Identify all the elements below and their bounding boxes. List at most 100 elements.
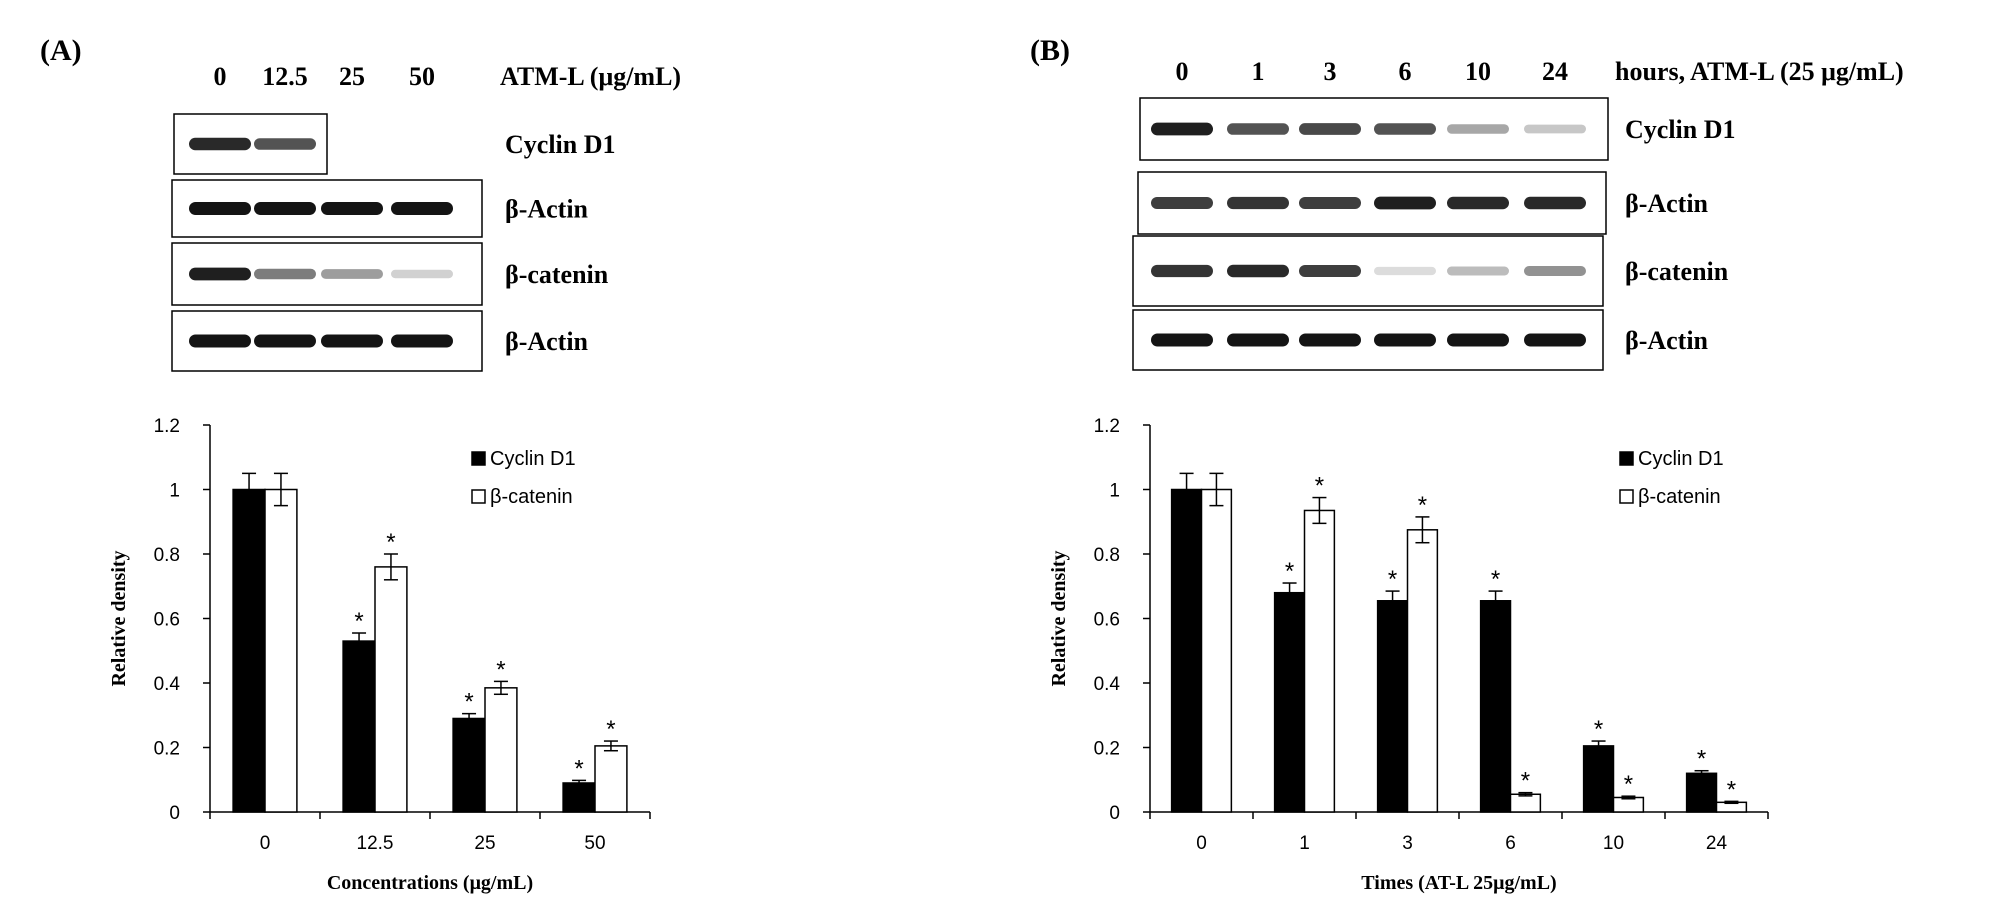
- blot-band: [254, 202, 316, 215]
- blot-row-label: Cyclin D1: [505, 130, 616, 159]
- blot-band: [1374, 266, 1436, 276]
- bar-cyclin-d1: [232, 488, 266, 813]
- panel-label: (B): [1030, 34, 1070, 67]
- x-tick-label: 24: [1706, 833, 1728, 854]
- blot-band: [1447, 124, 1509, 134]
- blot-band: [1524, 266, 1586, 276]
- bar-beta-catenin: [594, 745, 628, 813]
- lane-label: 3: [1324, 57, 1337, 86]
- blot-band: [1374, 333, 1436, 347]
- y-tick-label: 0: [169, 803, 180, 824]
- blot-band: [321, 334, 383, 348]
- blot-band: [1299, 197, 1361, 209]
- blot-band: [391, 202, 453, 215]
- blot-band: [391, 334, 453, 348]
- blot-band: [1524, 196, 1586, 210]
- legend-label: β-catenin: [490, 486, 573, 508]
- significance-marker: *: [354, 608, 363, 635]
- blot-row-label: β-Actin: [505, 195, 589, 224]
- lane-label: 12.5: [262, 62, 308, 91]
- blot-band: [1524, 124, 1586, 134]
- panel-a: (A) 0 12.5 25 50 ATM-L (μg/mL) Cyclin D1 β-Acti…: [40, 34, 681, 894]
- x-tick-label: 3: [1402, 833, 1413, 854]
- bar-beta-catenin: [484, 687, 518, 813]
- significance-marker: *: [1624, 771, 1633, 798]
- significance-marker: *: [1594, 716, 1603, 743]
- blot-band: [321, 269, 383, 279]
- y-axis-title: Relative density: [108, 550, 130, 686]
- blot-band: [1524, 333, 1586, 347]
- y-tick-label: 1.2: [1094, 416, 1120, 437]
- bar-cyclin-d1: [562, 782, 596, 813]
- y-tick-label: 0.4: [1094, 674, 1121, 695]
- y-tick-label: 0.8: [1094, 545, 1120, 566]
- significance-marker: *: [574, 755, 583, 782]
- significance-marker: *: [606, 716, 615, 743]
- blot-band: [1447, 266, 1509, 276]
- x-tick-label: 25: [474, 833, 495, 854]
- y-tick-label: 0.2: [1094, 739, 1120, 760]
- blot-band: [1374, 196, 1436, 210]
- blot-band: [1447, 196, 1509, 210]
- significance-marker: *: [1418, 492, 1427, 519]
- blot-band: [254, 334, 316, 348]
- significance-marker: *: [496, 656, 505, 683]
- bar-cyclin-d1: [1582, 745, 1615, 813]
- significance-marker: *: [1727, 776, 1736, 803]
- lane-label: 50: [409, 62, 435, 91]
- blot-band: [189, 202, 251, 215]
- blot-band: [1151, 197, 1213, 209]
- panel-label: (A): [40, 34, 82, 67]
- bar-cyclin-d1: [1685, 772, 1718, 813]
- bar-cyclin-d1: [1376, 600, 1409, 813]
- blot-row-label: β-catenin: [1625, 257, 1729, 286]
- y-axis-title: Relative density: [1048, 550, 1070, 686]
- significance-marker: *: [1521, 768, 1530, 795]
- blot-band: [1447, 333, 1509, 347]
- legend-label: β-catenin: [1638, 486, 1721, 508]
- lane-label: 0: [214, 62, 227, 91]
- blot-row-label: β-Actin: [1625, 326, 1709, 355]
- y-tick-label: 1: [1109, 481, 1120, 502]
- bar-beta-catenin: [1509, 793, 1542, 813]
- y-tick-label: 0.8: [154, 545, 180, 566]
- bar-beta-catenin: [264, 488, 298, 813]
- x-tick-label: 0: [260, 833, 271, 854]
- significance-marker: *: [1315, 473, 1324, 500]
- legend-label: Cyclin D1: [490, 448, 576, 470]
- treatment-label: hours, ATM-L (25 μg/mL): [1615, 57, 1904, 86]
- x-axis-title: Concentrations (μg/mL): [327, 872, 533, 894]
- blot-band: [254, 138, 316, 150]
- bar-beta-catenin: [374, 566, 408, 813]
- legend-swatch: [1619, 451, 1634, 466]
- blot-band: [1151, 122, 1213, 136]
- blot-band: [321, 202, 383, 215]
- lane-label: 25: [339, 62, 365, 91]
- y-tick-label: 0.6: [154, 610, 180, 631]
- y-tick-label: 0.6: [1094, 610, 1120, 631]
- blot-band: [1374, 123, 1436, 135]
- blot-band: [189, 334, 251, 348]
- blot-row-label: β-Actin: [505, 327, 589, 356]
- blot-band: [189, 267, 251, 281]
- x-tick-label: 10: [1603, 833, 1624, 854]
- legend-swatch: [471, 489, 486, 504]
- x-tick-label: 12.5: [357, 833, 394, 854]
- legend-swatch: [1619, 489, 1634, 504]
- y-tick-label: 0.4: [154, 674, 181, 695]
- significance-marker: *: [1697, 746, 1706, 773]
- bar-beta-catenin: [1612, 796, 1645, 813]
- bar-cyclin-d1: [1170, 488, 1203, 813]
- legend-swatch: [471, 451, 486, 466]
- bar-chart: 0 0.2 0.4 0.6 0.8 1 1.2 0 1 * * 3 * * 6 * * 10 * * 24 * * Relat…: [1048, 416, 1769, 894]
- significance-marker: *: [1285, 558, 1294, 585]
- y-tick-label: 1: [169, 481, 180, 502]
- x-tick-label: 0: [1196, 833, 1207, 854]
- blot-band: [391, 269, 453, 279]
- legend-label: Cyclin D1: [1638, 448, 1724, 470]
- significance-marker: *: [464, 689, 473, 716]
- panel-b: (B)0 1 3 6 10 24 hours, ATM-L (25 μg/mL)Cyclin…: [1030, 34, 1904, 894]
- blot-band: [189, 137, 251, 151]
- x-tick-label: 50: [584, 833, 605, 854]
- x-axis-title: Times (AT-L 25μg/mL): [1361, 872, 1556, 894]
